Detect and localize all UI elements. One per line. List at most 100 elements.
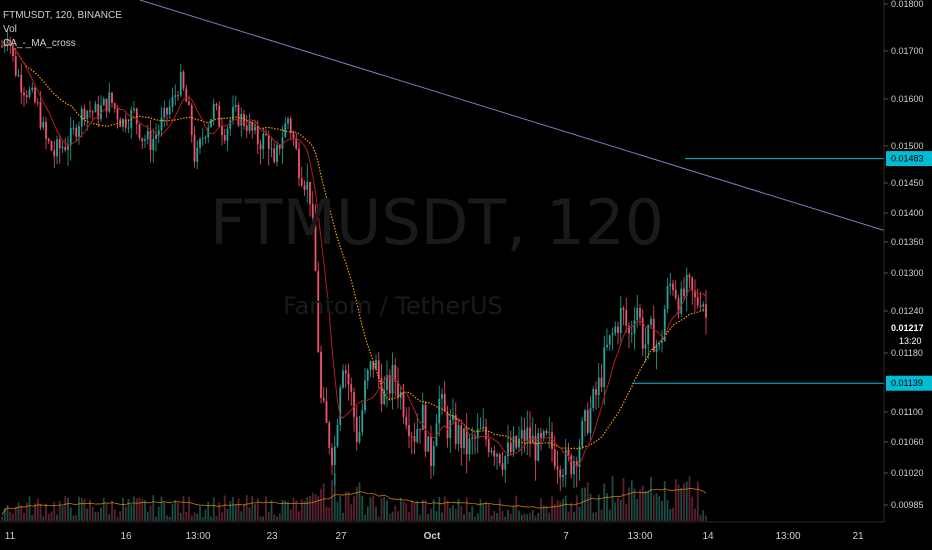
volume-bar [471,506,474,521]
time-axis[interactable]: 11 16 13:00 23 27 Oct 7 13:00 14 13:00 21 [5,531,864,542]
trendline[interactable] [139,0,885,231]
candle-body [487,439,490,453]
volume-bar [361,495,364,521]
candle-body [75,127,78,137]
candle-body [204,137,207,139]
candle-body [595,389,597,396]
volume-bar [419,514,421,521]
volume-bar [474,516,476,521]
volume-bar [245,495,248,521]
legend-volume[interactable]: Vol [3,24,17,35]
candle-body [322,397,325,401]
volume-bar [218,502,221,521]
volume-bar [25,502,28,521]
candle-body [265,133,267,136]
volume-bar [463,514,465,521]
candle-body [476,428,479,439]
candle-body [1,46,3,48]
volume-bar [83,498,86,521]
volume-bar [102,497,105,521]
candle-body [537,432,540,461]
volume-bar [141,499,144,521]
volume-bar [487,504,490,521]
candle-body [152,138,155,151]
volume-bar [358,482,361,521]
volume-bar [234,505,237,521]
candle-body [619,308,622,333]
volume-bar [490,515,493,521]
candle-body [287,118,289,124]
volume-bar [509,513,512,521]
volume-bar [628,487,630,521]
volume-bar [311,492,314,521]
volume-bar [328,507,331,521]
candle-body [463,428,465,449]
candle-body [636,308,639,321]
volume-bar [333,473,336,521]
volume-bar [685,481,688,521]
volume-bar [702,510,705,521]
volume-bar [556,500,559,521]
candle-body [375,360,377,370]
chart-legend: FTMUSDT, 120, BINANCE Vol CA_-_MA_cross [3,9,122,51]
volume-bar [501,510,504,521]
volume-bar [559,501,562,521]
candle-body [460,425,463,449]
volume-bar [507,509,509,521]
volume-bar [551,496,553,521]
volume-bar [212,497,215,521]
volume-bar [347,491,350,521]
volume-bar [567,511,570,521]
candle-body [523,430,526,442]
volume-bar [188,497,190,521]
volume-bar [174,500,177,521]
volume-bar [12,513,14,521]
volume-bar [625,503,628,521]
volume-bar [606,493,608,521]
candle-body [36,102,39,104]
legend-title[interactable]: FTMUSDT, 120, BINANCE [3,10,122,21]
last-price-tag: 0.01217 13:20 [885,319,932,350]
volume-bar [270,500,273,521]
volume-bar [69,507,72,521]
volume-bar [292,497,295,521]
candle-body [311,203,314,218]
candle-body [193,134,196,162]
time-tick-label: 16 [120,531,132,542]
candle-body [674,290,677,299]
candle-body [177,95,179,97]
volume-bar [410,499,413,521]
legend-indicator[interactable]: CA_-_MA_cross [3,38,76,49]
volume-bar [391,511,394,521]
candle-body [146,130,149,140]
svg-text:0.01139: 0.01139 [891,378,923,388]
price-axis[interactable]: 0.01800 0.01700 0.01600 0.01500 0.01450 0.014… [884,0,924,510]
volume-bar [377,516,380,521]
candle-body [273,148,276,162]
volume-bar [276,516,278,521]
candle-body [570,455,573,475]
volume-bar [1,516,3,521]
volume-bar [372,495,375,521]
volume-bar [254,504,256,521]
volume-bar [146,511,149,521]
volume-bar [295,500,298,521]
volume-bar [647,490,650,521]
candle-body [127,127,130,129]
volume-bar [430,508,432,521]
volume-bar [672,507,674,521]
volume-bar [468,511,471,521]
candle-body [23,92,25,96]
candle-body [394,364,397,382]
volume-bar [512,505,515,521]
candle-body [639,308,641,318]
candle-body [237,105,240,126]
volume-bar [350,504,353,521]
candle-body [67,145,69,150]
candle-body [567,449,570,456]
price-tick-label: 0.01180 [891,348,923,358]
volume-bar [441,512,443,521]
candle-body [12,44,14,56]
candle-body [221,126,223,136]
